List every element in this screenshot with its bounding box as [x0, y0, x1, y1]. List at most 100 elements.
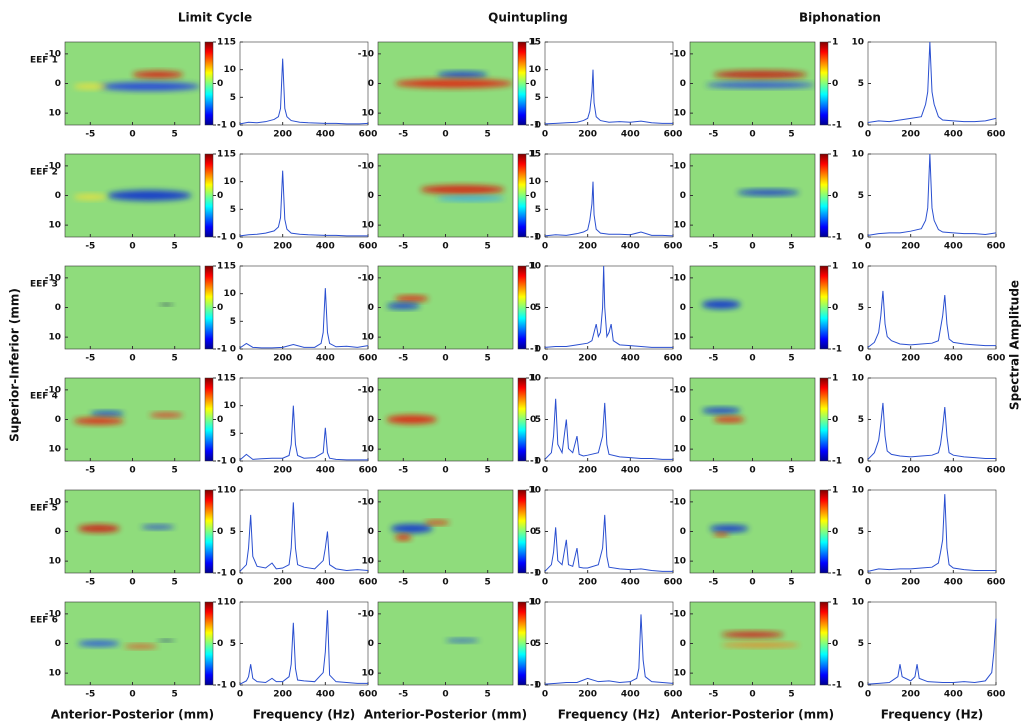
x-axis-label: Frequency (Hz) [558, 708, 660, 722]
colorbar-tick-label: 1 [530, 262, 536, 272]
colorbar [204, 489, 214, 574]
heatmap-background [690, 490, 815, 573]
plot-frame [544, 265, 674, 350]
x-tick-label: 0 [129, 578, 135, 588]
x-tick-label: 0 [865, 578, 871, 588]
colorbar-tick-label: -1 [530, 233, 540, 243]
colorbar-tick-label: 0 [530, 79, 536, 89]
y-tick-label: 5 [858, 639, 864, 649]
x-tick-label: 200 [273, 466, 292, 476]
colorbar [517, 153, 527, 238]
colorbar-tick-label: -1 [530, 457, 540, 467]
x-tick-label: 5 [788, 242, 794, 252]
spectrum-line [239, 288, 369, 349]
heatmap-blob [705, 82, 815, 88]
y-tick-label: 5 [535, 639, 541, 649]
y-tick-label: 5 [858, 191, 864, 201]
x-tick-label: 600 [359, 578, 378, 588]
y-tick-label: -10 [670, 49, 686, 59]
y-tick-label: 10 [361, 333, 374, 343]
colorbar-tick-label: 1 [832, 486, 838, 496]
colorbar-tick-label: 0 [530, 303, 536, 313]
x-tick-label: 5 [788, 354, 794, 364]
y-tick-label: 0 [680, 639, 686, 649]
colorbar-tick-label: -1 [217, 345, 227, 355]
x-tick-label: 600 [359, 130, 378, 140]
colorbar-tick-label: 0 [530, 639, 536, 649]
x-tick-label: 400 [621, 130, 640, 140]
x-tick-label: -5 [85, 354, 95, 364]
x-axis-label: Frequency (Hz) [881, 708, 983, 722]
x-tick-label: 600 [664, 578, 683, 588]
y-tick-label: -10 [45, 273, 61, 283]
y-tick-label: -10 [45, 609, 61, 619]
y-tick-label: 10 [223, 65, 236, 75]
y-tick-label: 10 [673, 669, 686, 679]
x-tick-label: 400 [621, 690, 640, 700]
colorbar-tick-label: 0 [217, 415, 223, 425]
heatmap-blob [124, 644, 158, 649]
y-tick-label: 5 [230, 205, 236, 215]
y-tick-label: 0 [858, 457, 864, 467]
y-tick-label: 0 [368, 639, 374, 649]
x-tick-label: 400 [621, 354, 640, 364]
plot-frame [544, 41, 674, 126]
x-tick-label: 400 [316, 466, 335, 476]
colorbar-tick-label: -1 [530, 681, 540, 691]
x-tick-label: 0 [749, 466, 755, 476]
colorbar-tick-label: 0 [530, 527, 536, 537]
y-tick-label: 5 [230, 429, 236, 439]
x-tick-label: 5 [172, 578, 178, 588]
x-tick-label: 600 [664, 242, 683, 252]
plot-frame [239, 489, 369, 574]
spectrum-line [239, 170, 368, 237]
x-tick-label: 5 [485, 354, 491, 364]
y-tick-label: 5 [230, 93, 236, 103]
plot-frame [544, 377, 674, 462]
x-tick-label: 5 [788, 466, 794, 476]
heatmap-background [690, 378, 815, 461]
y-tick-label: -10 [670, 161, 686, 171]
heatmap-blobs [73, 71, 200, 91]
row-label: EEF 3 [30, 280, 58, 290]
heatmap-blob [713, 70, 808, 79]
x-tick-label: 400 [944, 242, 963, 252]
x-tick-label: 600 [664, 466, 683, 476]
x-tick-label: 5 [172, 690, 178, 700]
x-tick-label: 0 [442, 578, 448, 588]
x-tick-label: 400 [944, 690, 963, 700]
colorbar-tick-label: 1 [530, 150, 536, 160]
colorbar-tick-label: -1 [217, 681, 227, 691]
y-tick-label: 10 [223, 486, 236, 496]
plot-frame [867, 265, 997, 350]
y-tick-label: 5 [230, 639, 236, 649]
y-tick-label: 0 [368, 191, 374, 201]
heatmap-background [378, 602, 513, 685]
plot-frame [239, 41, 369, 126]
x-tick-label: -5 [708, 690, 718, 700]
x-tick-label: -5 [85, 466, 95, 476]
x-tick-label: 400 [944, 354, 963, 364]
x-tick-label: 0 [237, 130, 243, 140]
colorbar-tick-label: -1 [530, 121, 540, 131]
y-tick-label: -10 [358, 161, 374, 171]
y-tick-label: 15 [528, 38, 541, 48]
colorbar-tick-label: 0 [217, 191, 223, 201]
y-tick-label: 15 [223, 38, 236, 48]
x-tick-label: 600 [359, 354, 378, 364]
x-tick-label: 0 [865, 130, 871, 140]
y-tick-label: 0 [55, 303, 61, 313]
spectrum-line [867, 153, 997, 236]
x-tick-label: -5 [708, 354, 718, 364]
colorbar-tick-label: 0 [217, 303, 223, 313]
colorbar-tick-label: 0 [832, 303, 838, 313]
heatmap-blob [394, 79, 513, 88]
colorbar-tick-label: 1 [217, 150, 223, 160]
heatmap-blob [77, 524, 120, 533]
x-tick-label: 600 [987, 354, 1006, 364]
heatmap-blob [157, 639, 175, 642]
x-tick-label: 600 [359, 690, 378, 700]
x-axis-label: Anterior-Posterior (mm) [671, 708, 834, 722]
y-tick-label: 0 [535, 233, 541, 243]
x-tick-label: 400 [316, 690, 335, 700]
